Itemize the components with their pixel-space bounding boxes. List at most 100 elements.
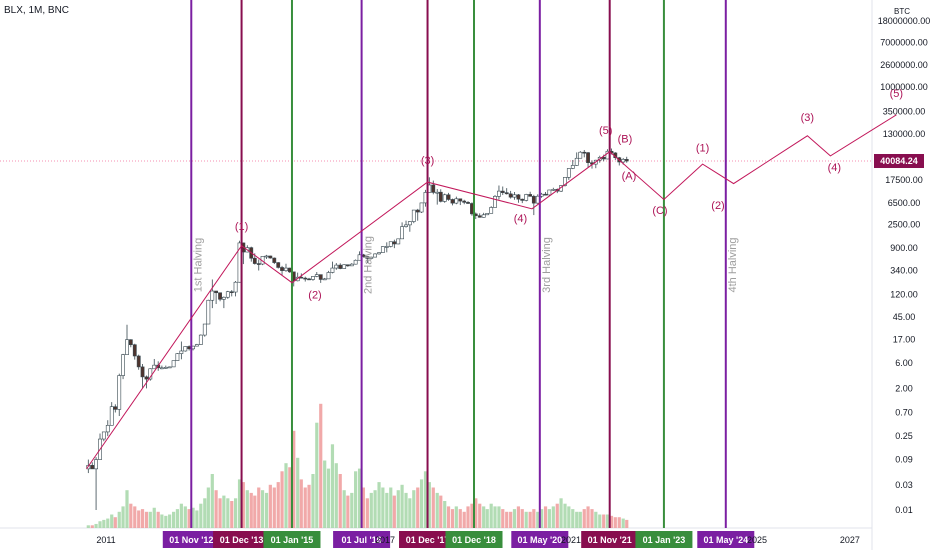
candle-body <box>284 267 288 271</box>
candle-body <box>508 193 513 198</box>
candle-body <box>342 264 347 269</box>
ticker-label: BLX, 1M, BNC <box>4 5 70 16</box>
volume-bar <box>272 487 276 528</box>
volume-bar <box>106 518 110 528</box>
wave-label: (1) <box>235 221 248 233</box>
candle-body <box>252 257 257 264</box>
volume-bar <box>408 498 412 528</box>
candle-body <box>338 264 343 269</box>
wave-label: (A) <box>622 170 637 182</box>
volume-bar <box>458 509 462 528</box>
candle-body <box>551 189 556 191</box>
volume-bar <box>260 490 265 528</box>
volume-bar <box>241 482 245 528</box>
candle-body <box>497 190 501 197</box>
volume-bar <box>292 430 296 528</box>
candle-body <box>322 278 327 281</box>
volume-bar <box>311 474 315 528</box>
candle-body <box>311 276 315 280</box>
halving-label: 2nd Halving <box>363 236 375 294</box>
volume-bar <box>203 498 207 528</box>
candle-body <box>198 334 203 345</box>
volume-bar <box>369 492 373 528</box>
candle-body <box>175 353 180 361</box>
candle-body <box>345 264 350 267</box>
volume-bar <box>594 511 598 528</box>
candle-body <box>202 323 207 336</box>
time-axis: 2011 2017 2021 2025 2027 <box>96 535 860 545</box>
candle-body <box>458 198 463 202</box>
event-date-badge <box>635 531 693 548</box>
volume-bar <box>385 492 389 528</box>
volume-bar <box>326 468 331 528</box>
event-date-badge <box>399 531 457 548</box>
candle-body <box>388 241 393 247</box>
halving-label: 1st Halving <box>192 238 204 292</box>
volume-bar <box>524 511 528 528</box>
volume-bar <box>567 506 571 528</box>
volume-bar <box>423 471 428 528</box>
volume-bar <box>462 511 466 528</box>
volume-bar <box>98 521 102 528</box>
event-date-badge <box>697 531 755 548</box>
candle-body <box>268 255 273 259</box>
volume-bar <box>563 503 567 528</box>
volume-bar <box>412 490 416 528</box>
candle-body <box>330 267 335 273</box>
candle-body <box>407 221 412 226</box>
event-date-label: 01 Jan '15 <box>271 535 314 545</box>
price-tick-label: 0.70 <box>895 407 913 417</box>
volume-bar <box>164 515 168 528</box>
candle-body <box>225 291 230 298</box>
time-tick-label: 2021 <box>561 535 581 545</box>
volume-bar <box>474 498 478 528</box>
wave-label: (2) <box>711 200 724 212</box>
volume-bar <box>156 511 160 528</box>
candle-body <box>314 274 319 277</box>
candle-body <box>442 194 447 202</box>
volume-bar <box>133 506 137 528</box>
candle-body <box>547 189 552 196</box>
candle-body <box>516 194 521 200</box>
volume-bar <box>237 479 242 528</box>
candle-body <box>520 198 525 201</box>
time-tick-label: 2027 <box>840 535 860 545</box>
candle-body <box>132 344 137 357</box>
volume-bar <box>621 518 625 528</box>
candle-body <box>113 406 118 410</box>
event-date-label: 01 Dec '17 <box>406 535 450 545</box>
candle-body <box>578 151 583 159</box>
candle-body <box>125 339 129 355</box>
price-tick-label: 120.00 <box>890 289 918 299</box>
volume-bar <box>613 517 617 528</box>
candle-body <box>221 296 226 300</box>
candle-body <box>446 194 451 200</box>
candle-body <box>136 355 141 368</box>
volume-bar <box>512 509 517 528</box>
volume-bar <box>497 506 501 528</box>
volume-bar <box>319 403 323 528</box>
volume-bar <box>179 503 183 528</box>
time-tick-label: 2011 <box>96 535 115 545</box>
candles <box>86 148 629 510</box>
volume-bar <box>280 471 284 528</box>
candle-body <box>349 263 354 267</box>
volume-bar <box>102 519 106 528</box>
volume-bar <box>505 511 509 528</box>
volume-bar <box>392 495 396 528</box>
candle-body <box>563 177 567 186</box>
price-tick-label: 2600000.00 <box>880 60 928 70</box>
wave-label: (4) <box>514 213 527 225</box>
elliott-wave-line <box>86 114 897 470</box>
last-price-badge <box>874 154 924 169</box>
halving-label: 3rd Halving <box>541 237 553 293</box>
volume-bar <box>547 509 551 528</box>
volume-bar <box>404 492 408 528</box>
volume-bar <box>582 509 586 528</box>
volume-bar <box>416 487 420 528</box>
candle-body <box>109 406 114 426</box>
candle-body <box>435 191 440 194</box>
